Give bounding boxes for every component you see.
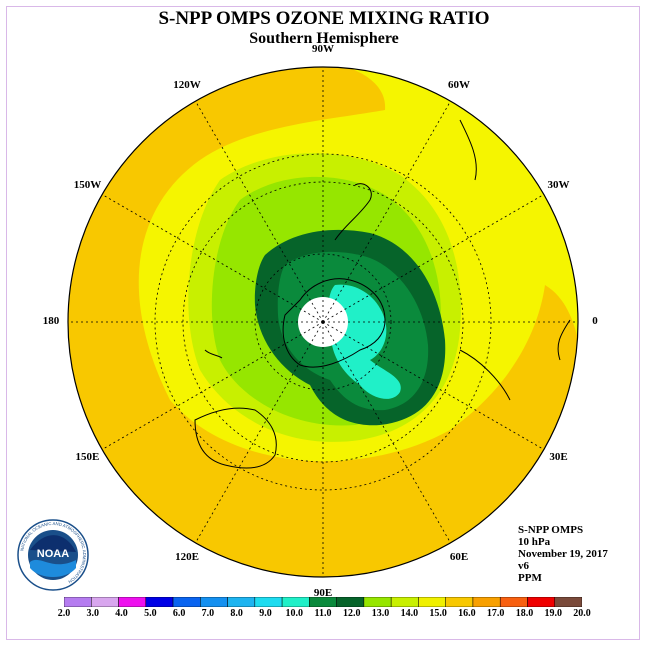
colorbar-swatch: [445, 597, 474, 607]
longitude-label: 150W: [73, 179, 102, 191]
noaa-logo-text: NOAA: [37, 548, 69, 560]
colorbar-label: 8.0: [230, 608, 243, 619]
info-units: PPM: [518, 572, 542, 584]
colorbar-swatch: [418, 597, 446, 607]
colorbar-swatch: [390, 597, 419, 607]
longitude-label: 0: [592, 315, 598, 327]
colorbar-label: 19.0: [544, 608, 562, 619]
longitude-label: 60W: [448, 79, 470, 92]
lat-circle-30s: [154, 153, 492, 491]
band-orange: [68, 67, 578, 577]
longitude-label: 120E: [175, 550, 199, 563]
colorbar-swatch: [309, 597, 337, 607]
colorbar-label: 20.0: [573, 608, 591, 619]
info-block: S-NPP OMPS 10 hPa November 19, 2017 v6 P…: [518, 524, 608, 584]
longitude-label: 90E: [313, 587, 333, 599]
colorbar-label: 14.0: [400, 608, 419, 619]
figure-frame: [6, 6, 640, 640]
colorbar-label: 13.0: [371, 608, 390, 619]
info-version: v6: [518, 560, 529, 572]
longitude-label: 30W: [547, 179, 570, 191]
colorbar-swatch: [472, 597, 501, 607]
longitude-label: 90W: [312, 43, 334, 55]
colorbar-swatch: [91, 597, 119, 607]
nz-coast: [204, 349, 223, 359]
colorbar-swatch: [336, 597, 365, 607]
colorbar-swatch: [363, 597, 392, 607]
colorbar-label: 6.0: [172, 608, 186, 619]
colorbar-swatch: [499, 597, 528, 607]
info-instrument: S-NPP OMPS: [518, 524, 584, 536]
coastlines: [194, 119, 571, 469]
south-america-coast: [334, 119, 477, 241]
colorbar-label: 9.0: [259, 608, 272, 619]
colorbar-swatch: [118, 597, 147, 607]
colorbar-label: 11.0: [314, 608, 332, 619]
colorbar-label: 10.0: [285, 608, 303, 619]
australia-coast: [194, 407, 277, 469]
colorbar-swatch: [64, 597, 92, 607]
colorbar-swatch: [554, 597, 582, 607]
lat-circle-60s: [254, 253, 392, 391]
colorbar-label: 7.0: [201, 608, 215, 619]
graticule: [68, 67, 578, 577]
colorbar-label: 15.0: [429, 608, 447, 619]
colorbar-swatch: [527, 597, 555, 607]
colorbar-swatch: [281, 597, 310, 607]
map-title: S-NPP OMPS OZONE MIXING RATIO: [158, 8, 490, 29]
longitude-label: 150E: [75, 451, 100, 463]
info-pressure: 10 hPa: [518, 536, 551, 548]
map-subtitle: Southern Hemisphere: [249, 30, 399, 47]
colorbar-label: 18.0: [515, 608, 534, 619]
longitude-label: 60E: [449, 550, 469, 563]
antarctica-coast: [282, 278, 386, 368]
info-date: November 19, 2017: [518, 548, 608, 560]
colorbar-label: 16.0: [458, 608, 476, 619]
map-border: [67, 66, 579, 578]
colorbar-label: 3.0: [86, 608, 100, 619]
colorbar-label: 5.0: [144, 608, 157, 619]
colorbar-label: 2.0: [57, 608, 71, 619]
longitude-label: 180: [42, 315, 60, 327]
colorbar-label: 17.0: [486, 608, 505, 619]
colorbar-swatch: [254, 597, 283, 607]
noaa-logo: NOAA NATIONAL OCEANIC AND ATMOSPHERIC AD…: [17, 519, 89, 591]
colorbar: [64, 597, 582, 607]
colorbar-swatch: [200, 597, 228, 607]
colorbar-swatch: [145, 597, 174, 607]
colorbar-swatch: [172, 597, 201, 607]
colorbar-label: 12.0: [343, 608, 361, 619]
longitude-label: 30E: [549, 451, 568, 463]
longitude-label: 120W: [173, 79, 201, 92]
africa-coast: [459, 319, 571, 401]
colorbar-label: 4.0: [115, 608, 128, 619]
colorbar-swatch: [227, 597, 256, 607]
